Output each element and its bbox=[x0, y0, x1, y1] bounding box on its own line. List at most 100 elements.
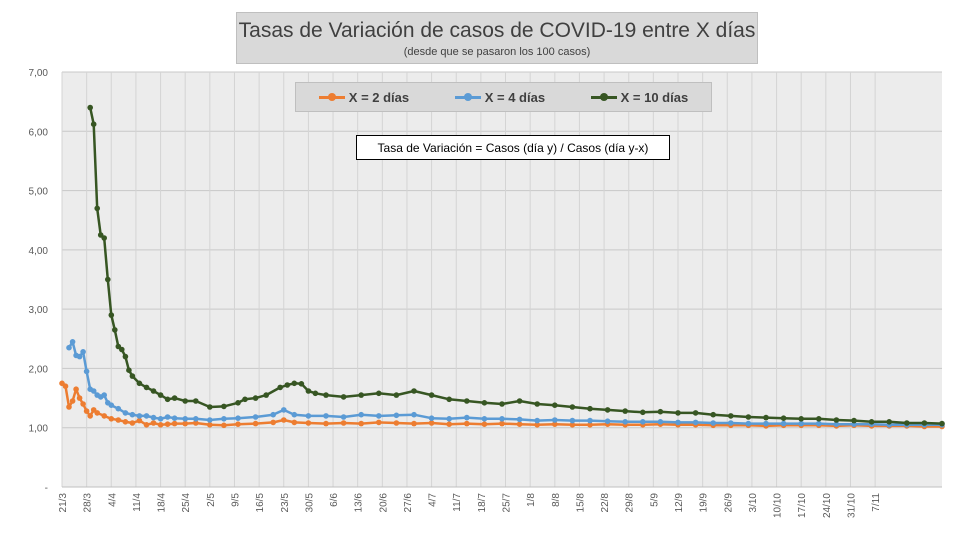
y-tick-label: 1,00 bbox=[29, 424, 49, 435]
x-tick-label: 25/7 bbox=[502, 493, 513, 513]
y-tick-label: 7,00 bbox=[29, 68, 49, 79]
data-point-x10 bbox=[277, 384, 284, 391]
legend-item-x10: X = 10 días bbox=[590, 89, 689, 105]
data-point-x10 bbox=[886, 419, 892, 425]
data-point-x4 bbox=[798, 420, 804, 427]
data-point-x2 bbox=[340, 420, 347, 426]
data-point-x10 bbox=[298, 381, 305, 387]
data-point-x4 bbox=[411, 411, 417, 418]
data-point-x10 bbox=[569, 404, 576, 410]
x-tick-label: 8/8 bbox=[551, 493, 562, 507]
data-point-x2 bbox=[235, 421, 241, 428]
x-tick-label: 18/4 bbox=[157, 493, 168, 513]
data-point-x4 bbox=[291, 411, 298, 418]
series-x10 bbox=[87, 104, 945, 427]
x-tick-label: 4/4 bbox=[107, 493, 118, 507]
data-point-x10 bbox=[284, 382, 291, 388]
data-point-x4 bbox=[604, 418, 611, 425]
legend-item-x4: X = 4 días bbox=[454, 90, 545, 105]
data-point-x2 bbox=[552, 421, 558, 428]
data-point-x10 bbox=[87, 104, 93, 111]
data-point-x4 bbox=[115, 405, 122, 412]
data-point-x10 bbox=[90, 121, 97, 127]
x-tick-label: 6/6 bbox=[329, 493, 340, 507]
data-point-x4 bbox=[323, 413, 329, 419]
data-point-x10 bbox=[798, 416, 804, 422]
series-x4 bbox=[66, 339, 945, 428]
data-point-x10 bbox=[221, 403, 227, 410]
data-point-x2 bbox=[270, 419, 277, 426]
data-point-x10 bbox=[340, 394, 347, 400]
chart-subtitle: (desde que se pasaron los 100 casos) bbox=[403, 46, 591, 58]
data-point-x2 bbox=[428, 420, 435, 426]
x-tick-label: 26/9 bbox=[723, 493, 734, 513]
data-point-x4 bbox=[692, 419, 699, 426]
x-tick-label: 19/9 bbox=[699, 493, 710, 513]
data-point-x10 bbox=[207, 404, 213, 410]
data-point-x2 bbox=[83, 408, 90, 414]
data-point-x2 bbox=[136, 417, 143, 424]
data-point-x4 bbox=[464, 414, 470, 421]
data-point-x10 bbox=[157, 392, 164, 398]
data-point-x2 bbox=[281, 417, 287, 423]
data-point-x2 bbox=[157, 422, 164, 428]
data-point-x10 bbox=[816, 416, 822, 422]
formula-annotation: Tasa de Variación = Casos (día y) / Caso… bbox=[356, 135, 670, 160]
data-point-x4 bbox=[83, 368, 90, 375]
legend: X = 2 días X = 4 días X = 10 días bbox=[295, 82, 712, 112]
data-point-x4 bbox=[193, 416, 199, 422]
data-point-x10 bbox=[587, 405, 593, 412]
x-tick-label: 4/7 bbox=[428, 493, 439, 507]
data-point-x2 bbox=[69, 398, 76, 404]
x-tick-label: 23/5 bbox=[280, 493, 291, 513]
x-tick-label: 11/7 bbox=[452, 493, 463, 512]
data-point-x2 bbox=[87, 413, 93, 419]
y-tick-label: 4,00 bbox=[29, 246, 49, 257]
x-tick-label: 7/11 bbox=[871, 493, 882, 512]
data-point-x4 bbox=[481, 416, 488, 422]
data-point-x2 bbox=[193, 420, 199, 426]
data-point-x10 bbox=[657, 408, 664, 415]
data-point-x2 bbox=[164, 421, 171, 428]
data-point-x2 bbox=[499, 420, 505, 427]
data-point-x4 bbox=[833, 421, 840, 428]
legend-label-x10: X = 10 días bbox=[620, 89, 689, 105]
data-point-x10 bbox=[126, 367, 132, 374]
data-point-x10 bbox=[728, 413, 734, 419]
x-tick-label: 29/8 bbox=[625, 493, 636, 513]
data-point-x10 bbox=[552, 402, 558, 409]
x-tick-label: 2/5 bbox=[206, 493, 217, 507]
data-point-x4 bbox=[101, 392, 107, 398]
data-point-x4 bbox=[164, 414, 171, 420]
data-point-x2 bbox=[305, 420, 312, 426]
data-point-x10 bbox=[939, 420, 945, 427]
data-point-x4 bbox=[569, 417, 576, 424]
data-point-x10 bbox=[411, 388, 417, 394]
data-point-x4 bbox=[780, 420, 787, 427]
data-point-x4 bbox=[499, 416, 505, 422]
data-point-x2 bbox=[108, 416, 115, 422]
data-point-x10 bbox=[640, 409, 646, 416]
data-point-x10 bbox=[119, 346, 125, 353]
data-point-x4 bbox=[281, 407, 287, 413]
data-point-x2 bbox=[252, 420, 259, 427]
x-tick-label: 16/5 bbox=[255, 493, 266, 513]
data-point-x2 bbox=[411, 420, 417, 427]
data-point-x10 bbox=[263, 392, 270, 398]
data-point-x4 bbox=[171, 415, 178, 422]
x-tick-label: 9/5 bbox=[230, 493, 241, 507]
x-tick-label: 18/7 bbox=[477, 493, 488, 513]
data-point-x2 bbox=[464, 420, 470, 427]
data-point-x2 bbox=[62, 383, 69, 390]
data-point-x10 bbox=[182, 398, 188, 404]
data-point-x4 bbox=[393, 412, 400, 419]
chart-title: Tasas de Variación de casos de COVID-19 … bbox=[238, 19, 756, 42]
data-point-x2 bbox=[358, 420, 365, 427]
data-point-x2 bbox=[376, 419, 382, 426]
data-point-x2 bbox=[115, 417, 122, 423]
data-point-x2 bbox=[516, 421, 523, 428]
data-point-x10 bbox=[376, 390, 382, 397]
data-point-x10 bbox=[710, 411, 716, 418]
data-point-x10 bbox=[164, 396, 171, 403]
